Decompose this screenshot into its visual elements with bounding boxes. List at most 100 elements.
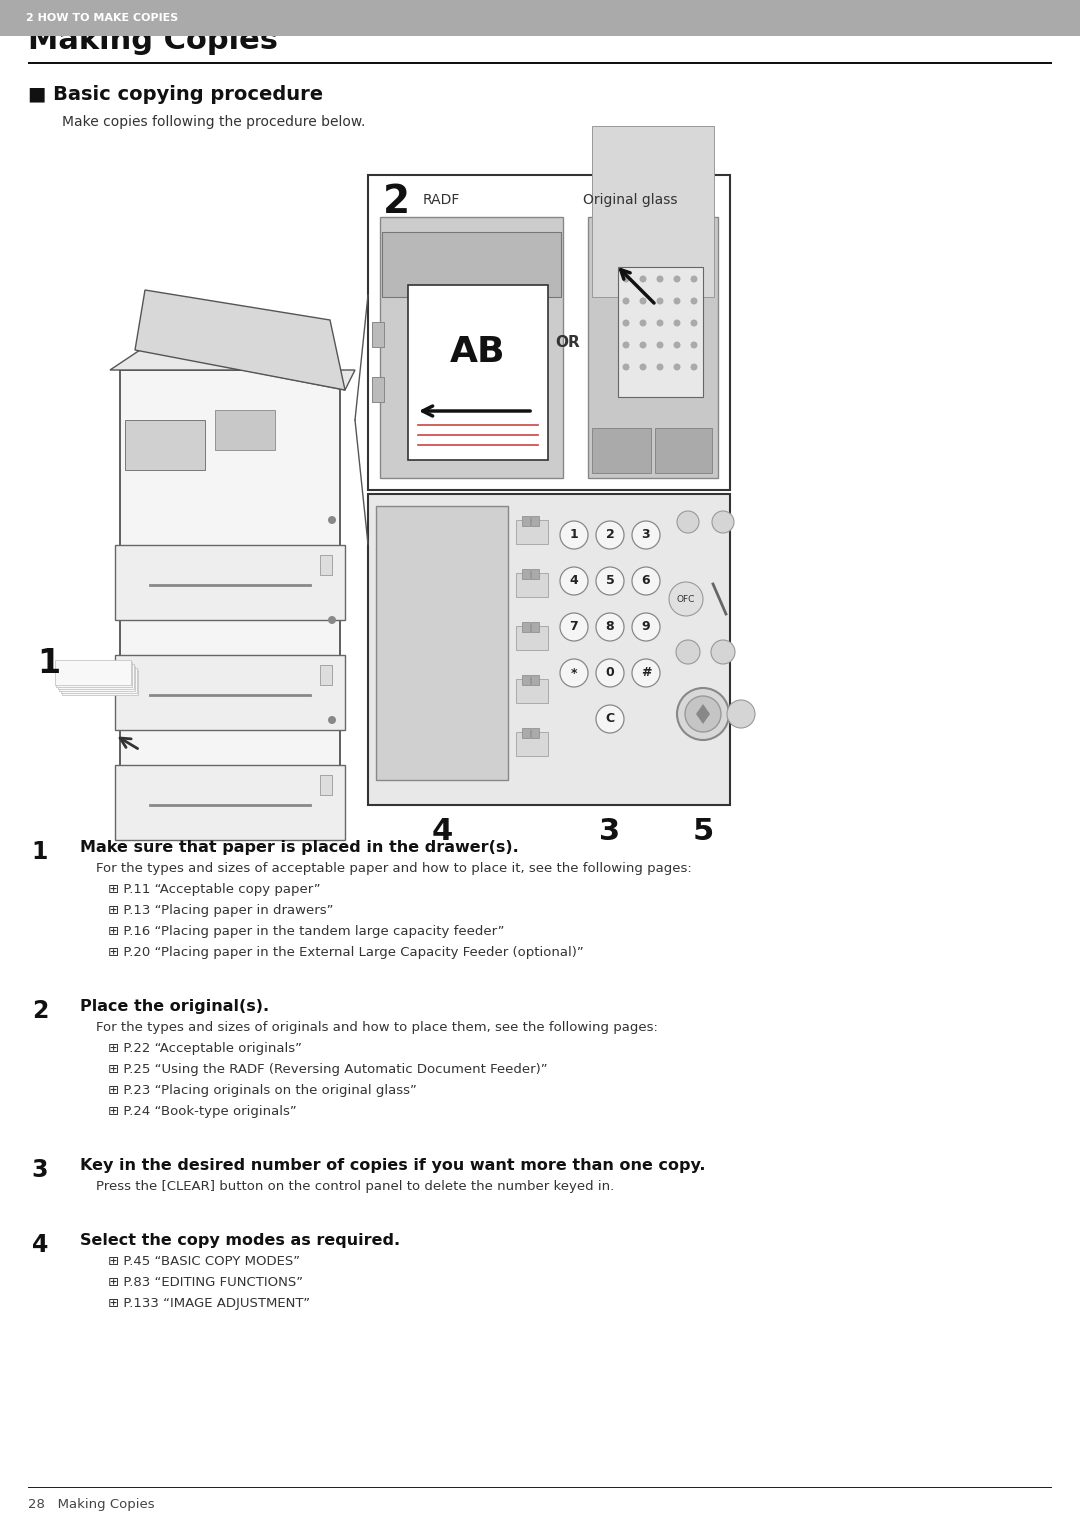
Circle shape	[657, 364, 663, 370]
Circle shape	[596, 613, 624, 642]
Circle shape	[561, 521, 588, 549]
Polygon shape	[696, 704, 710, 724]
Circle shape	[622, 298, 630, 304]
Bar	[114, 656, 345, 730]
Text: OR: OR	[555, 335, 580, 350]
Bar	[372, 377, 384, 402]
Circle shape	[632, 659, 660, 688]
Circle shape	[685, 695, 721, 732]
Bar	[522, 622, 530, 633]
Bar	[368, 494, 730, 805]
Bar	[382, 232, 561, 296]
Bar	[368, 176, 730, 490]
Text: 28   Making Copies: 28 Making Copies	[28, 1497, 154, 1511]
Bar	[59, 666, 135, 691]
Bar	[531, 516, 539, 526]
Bar	[592, 125, 714, 296]
Circle shape	[677, 688, 729, 740]
Bar	[588, 217, 718, 478]
Bar	[215, 410, 275, 451]
Circle shape	[328, 516, 336, 524]
Text: 9: 9	[642, 620, 650, 634]
Circle shape	[690, 298, 698, 304]
Circle shape	[622, 364, 630, 370]
Bar	[114, 766, 345, 840]
Text: ⊞ P.22 “Acceptable originals”: ⊞ P.22 “Acceptable originals”	[108, 1042, 302, 1054]
Circle shape	[622, 319, 630, 327]
Text: 4: 4	[431, 817, 453, 847]
Circle shape	[674, 275, 680, 283]
Bar	[618, 267, 703, 397]
Circle shape	[561, 613, 588, 642]
Bar	[320, 665, 332, 685]
Circle shape	[669, 582, 703, 616]
Circle shape	[596, 567, 624, 594]
Bar	[380, 217, 563, 478]
Text: 6: 6	[642, 575, 650, 587]
Text: 4: 4	[569, 575, 579, 587]
Text: ⊞ P.16 “Placing paper in the tandem large capacity feeder”: ⊞ P.16 “Placing paper in the tandem larg…	[108, 924, 504, 938]
Circle shape	[596, 704, 624, 733]
Text: 0: 0	[606, 666, 615, 680]
Circle shape	[690, 364, 698, 370]
Circle shape	[712, 510, 734, 533]
Bar	[320, 775, 332, 795]
Text: 8: 8	[606, 620, 615, 634]
Bar	[62, 669, 138, 695]
Circle shape	[622, 275, 630, 283]
Bar	[125, 420, 205, 471]
Circle shape	[677, 510, 699, 533]
Circle shape	[657, 275, 663, 283]
Bar	[516, 520, 548, 544]
Circle shape	[657, 298, 663, 304]
Text: 2 HOW TO MAKE COPIES: 2 HOW TO MAKE COPIES	[26, 14, 178, 23]
Text: 1: 1	[31, 840, 48, 863]
Circle shape	[596, 659, 624, 688]
Circle shape	[561, 567, 588, 594]
Text: ⊞ P.24 “Book-type originals”: ⊞ P.24 “Book-type originals”	[108, 1105, 297, 1118]
Text: Press the [CLEAR] button on the control panel to delete the number keyed in.: Press the [CLEAR] button on the control …	[96, 1180, 615, 1193]
Circle shape	[632, 613, 660, 642]
Text: 3: 3	[31, 1158, 48, 1183]
Circle shape	[639, 319, 647, 327]
Bar	[60, 668, 136, 694]
Bar	[522, 516, 530, 526]
Circle shape	[657, 341, 663, 348]
Bar	[522, 727, 530, 738]
Text: Key in the desired number of copies if you want more than one copy.: Key in the desired number of copies if y…	[80, 1158, 705, 1174]
Circle shape	[690, 319, 698, 327]
Circle shape	[328, 616, 336, 623]
Text: 1: 1	[37, 646, 60, 680]
Text: Original glass: Original glass	[583, 193, 677, 206]
Text: #: #	[640, 666, 651, 680]
Circle shape	[674, 319, 680, 327]
Text: Select the copy modes as required.: Select the copy modes as required.	[80, 1233, 400, 1248]
Text: ⊞ P.20 “Placing paper in the External Large Capacity Feeder (optional)”: ⊞ P.20 “Placing paper in the External La…	[108, 946, 584, 960]
Text: AB: AB	[450, 336, 505, 370]
Text: 5: 5	[692, 817, 714, 847]
Circle shape	[328, 717, 336, 724]
Circle shape	[674, 341, 680, 348]
Bar	[120, 370, 340, 790]
Bar	[522, 675, 530, 685]
Text: Make sure that paper is placed in the drawer(s).: Make sure that paper is placed in the dr…	[80, 840, 518, 856]
Text: Place the original(s).: Place the original(s).	[80, 999, 269, 1015]
Bar	[0, 0, 1080, 37]
Bar	[531, 568, 539, 579]
Circle shape	[632, 521, 660, 549]
Circle shape	[622, 341, 630, 348]
Bar	[531, 727, 539, 738]
Text: 3: 3	[642, 529, 650, 541]
Bar	[516, 732, 548, 756]
Text: 1: 1	[569, 529, 579, 541]
Text: 2: 2	[383, 183, 410, 222]
Circle shape	[674, 298, 680, 304]
Circle shape	[657, 319, 663, 327]
Bar	[531, 675, 539, 685]
Text: Making Copies: Making Copies	[28, 26, 278, 55]
Text: *: *	[570, 666, 577, 680]
Polygon shape	[110, 350, 355, 390]
Circle shape	[690, 341, 698, 348]
Bar	[516, 678, 548, 703]
Bar	[54, 660, 131, 685]
